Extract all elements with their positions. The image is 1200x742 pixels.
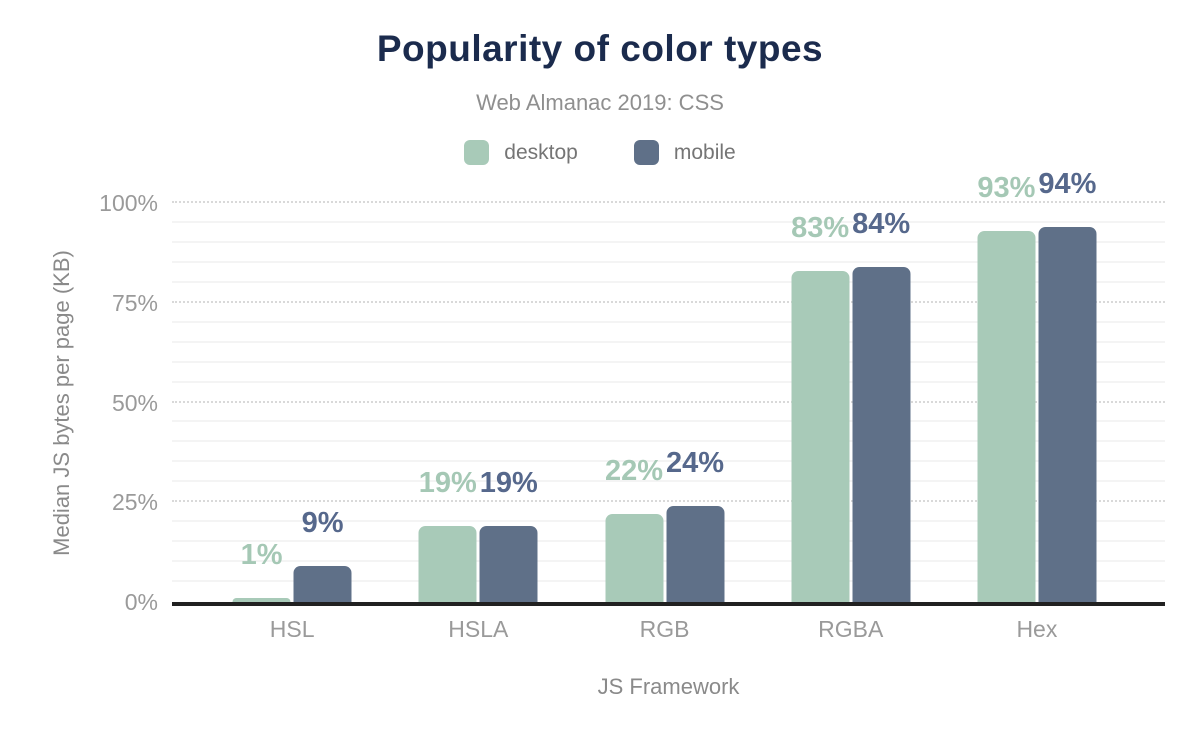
bar-value-label-desktop-rgb: 22%	[604, 455, 664, 488]
bar-desktop-hsl[interactable]: 1%	[232, 541, 291, 602]
x-tick-label-hsl: HSL	[269, 616, 315, 642]
bar-value-label-desktop-rgba: 83%	[791, 211, 850, 244]
x-axis-line	[172, 602, 1165, 606]
minor-gridline	[172, 340, 1165, 343]
x-tick-label-rgba: RGBA	[818, 616, 884, 642]
bar-mobile-hex[interactable]: 94%	[1038, 169, 1096, 602]
x-tick-label-hex: Hex	[1016, 616, 1058, 642]
bar-value-label-mobile-hex: 94%	[1038, 167, 1097, 200]
desktop-swatch-icon	[464, 140, 490, 165]
major-gridline	[172, 400, 1165, 403]
bar-mobile-rgba[interactable]: 84%	[852, 209, 910, 602]
minor-gridline	[172, 420, 1165, 423]
bar-value-label-desktop-hsla: 19%	[418, 467, 477, 500]
bar-desktop-rgb[interactable]: 22%	[605, 457, 663, 602]
bar-value-label-mobile-hsla: 19%	[479, 467, 538, 500]
minor-gridline	[172, 480, 1165, 483]
minor-gridline	[172, 260, 1165, 263]
minor-gridline	[172, 320, 1165, 323]
legend-item-mobile[interactable]: mobile	[633, 140, 736, 165]
bar-value-label-mobile-hsl: 9%	[301, 507, 344, 540]
major-gridline	[172, 201, 1165, 203]
bar-mobile-rgb[interactable]: 24%	[666, 449, 724, 602]
chart-subtitle: Web Almanac 2019: CSS	[476, 90, 724, 115]
chart-title: Popularity of color types	[376, 28, 824, 69]
minor-gridline	[172, 380, 1165, 383]
bar-mobile-hsl[interactable]: 9%	[293, 509, 352, 602]
bar-desktop-hex[interactable]: 93%	[977, 173, 1035, 602]
chart-plot: 1% 9% 19% 19% 22% 24% 83% 84% 93% 94%	[172, 169, 1165, 606]
major-gridline	[172, 300, 1165, 303]
bar-value-label-mobile-rgba: 84%	[852, 207, 911, 240]
bar-desktop-rgba[interactable]: 83%	[791, 213, 849, 602]
bar-value-label-mobile-rgb: 24%	[665, 447, 725, 480]
y-tick-label: 25%	[111, 489, 158, 516]
major-gridline	[172, 500, 1165, 503]
bar-group-hex: 93% 94%	[977, 169, 1096, 602]
minor-gridline	[172, 280, 1165, 283]
bar-group-rgba: 83% 84%	[791, 209, 910, 602]
minor-gridline	[172, 440, 1165, 443]
bar-value-label-desktop-hsl: 1%	[240, 539, 283, 572]
mobile-swatch-icon	[633, 140, 659, 165]
minor-gridline	[172, 360, 1165, 363]
bar-group-hsl: 1% 9%	[232, 509, 352, 602]
bar-desktop-hsla[interactable]: 19%	[419, 469, 477, 602]
x-tick-label-hsla: HSLA	[448, 616, 509, 642]
legend-label-desktop: desktop	[504, 140, 578, 164]
bar-group-rgb: 22% 24%	[605, 449, 724, 602]
y-tick-label: 75%	[111, 289, 158, 316]
y-tick-label: 100%	[99, 190, 158, 216]
legend-label-mobile: mobile	[673, 140, 736, 164]
legend: desktop mobile	[0, 140, 1200, 165]
y-tick-label: 0%	[124, 589, 158, 615]
minor-gridline	[172, 220, 1165, 223]
y-tick-label: 50%	[111, 389, 158, 416]
bar-mobile-hsla[interactable]: 19%	[480, 469, 538, 602]
x-axis-title: JS Framework	[597, 674, 740, 699]
legend-item-desktop[interactable]: desktop	[464, 140, 578, 165]
minor-gridline	[172, 460, 1165, 463]
bar-value-label-desktop-hex: 93%	[977, 171, 1036, 204]
x-tick-label-rgb: RGB	[639, 616, 690, 642]
minor-gridline	[172, 240, 1165, 243]
bar-group-hsla: 19% 19%	[419, 469, 538, 602]
